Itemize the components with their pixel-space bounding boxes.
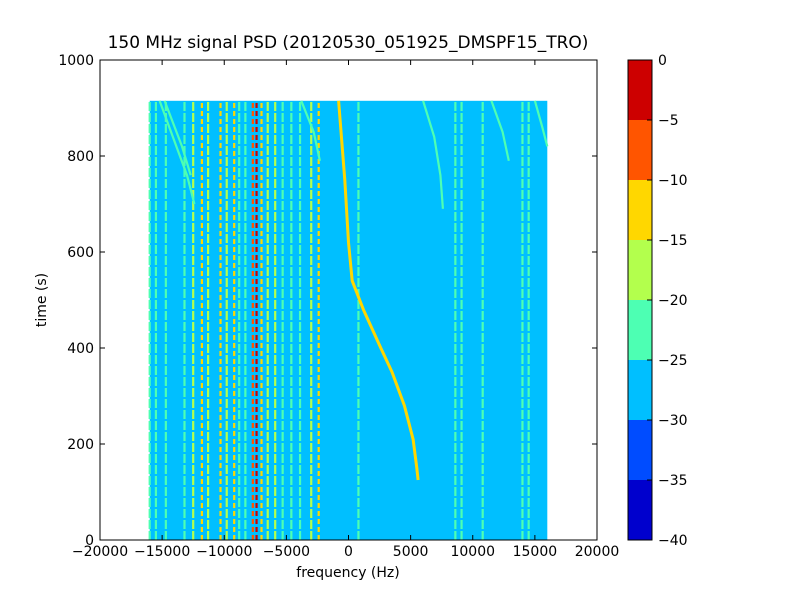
x-tick-label: 20000 — [575, 544, 620, 560]
colorbar: −40 −35 −30 −25 −20 −15 −10 −5 0 — [627, 53, 688, 549]
colorbar-segment — [628, 240, 652, 300]
colorbar-tick-label: −5 — [658, 113, 679, 129]
doppler-track-6 — [533, 100, 549, 147]
chart-title: 150 MHz signal PSD (20120530_051925_DMSP… — [108, 33, 589, 53]
y-tick-label: 1000 — [58, 53, 94, 69]
x-tick-label: −20000 — [72, 544, 128, 560]
x-tick-label: 0 — [344, 544, 353, 560]
colorbar-tick-label: −25 — [658, 353, 688, 369]
spectrogram — [148, 100, 549, 540]
y-tick-label: 0 — [85, 533, 94, 549]
colorbar-tick-label: −30 — [658, 413, 688, 429]
x-tick-label: −5000 — [263, 544, 310, 560]
colorbar-segment — [628, 360, 652, 420]
colorbar-segment — [628, 180, 652, 240]
x-tick-label: −15000 — [134, 544, 190, 560]
y-axis: 0 200 400 600 800 1000 — [58, 53, 597, 549]
colorbar-segment — [628, 300, 652, 360]
y-tick-label: 200 — [67, 437, 94, 453]
x-tick-label: 15000 — [513, 544, 558, 560]
x-tick-label: −10000 — [196, 544, 252, 560]
colorbar-segment — [628, 480, 652, 540]
y-tick-label: 800 — [67, 149, 94, 165]
doppler-track-0 — [337, 100, 420, 481]
x-axis-label: frequency (Hz) — [296, 565, 399, 581]
colorbar-tick-label: −20 — [658, 293, 688, 309]
y-axis-label: time (s) — [34, 273, 50, 327]
x-tick-label: 10000 — [450, 544, 495, 560]
colorbar-tick-label: −15 — [658, 233, 688, 249]
colorbar-segment — [628, 120, 652, 180]
colorbar-tick-label: −10 — [658, 173, 688, 189]
doppler-track-5 — [490, 100, 510, 162]
colorbar-tick-label: 0 — [658, 53, 667, 69]
x-tick-label: 5000 — [393, 544, 429, 560]
spectrogram-background — [149, 100, 548, 540]
y-tick-label: 600 — [67, 245, 94, 261]
colorbar-segment — [628, 420, 652, 480]
doppler-track-3 — [300, 100, 321, 162]
doppler-track-1 — [158, 100, 196, 205]
colorbar-tick-label: −40 — [658, 533, 688, 549]
x-axis: −20000 −15000 −10000 −5000 0 5000 10000 15000 20… — [72, 60, 619, 560]
y-tick-label: 400 — [67, 341, 94, 357]
colorbar-tick-label: −35 — [658, 473, 688, 489]
doppler-track-4 — [422, 100, 444, 209]
colorbar-segment — [628, 60, 652, 120]
plot-area — [100, 60, 597, 540]
doppler-track-2 — [163, 100, 192, 176]
